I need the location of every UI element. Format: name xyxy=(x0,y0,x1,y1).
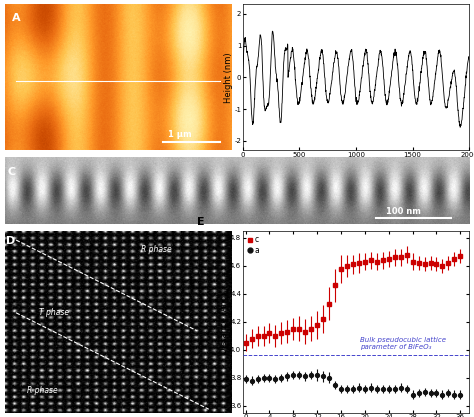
Y-axis label: Distance (Ang.): Distance (Ang.) xyxy=(219,289,228,354)
Y-axis label: Height (nm): Height (nm) xyxy=(224,52,233,103)
Text: T phase: T phase xyxy=(39,308,69,317)
Text: 100 nm: 100 nm xyxy=(386,207,420,216)
Text: D: D xyxy=(6,236,15,246)
Legend: c, a: c, a xyxy=(246,235,260,255)
Text: C: C xyxy=(7,167,15,177)
X-axis label: Length (nm): Length (nm) xyxy=(330,159,382,168)
Text: Bulk pseudocubic lattice
parameter of BiFeO₃: Bulk pseudocubic lattice parameter of Bi… xyxy=(361,337,447,350)
Text: A: A xyxy=(11,13,20,23)
Text: B: B xyxy=(209,0,217,1)
Text: E: E xyxy=(197,217,205,227)
Text: R phase: R phase xyxy=(141,246,172,254)
Text: 1 μm: 1 μm xyxy=(168,130,191,139)
Text: R phase: R phase xyxy=(27,386,58,394)
